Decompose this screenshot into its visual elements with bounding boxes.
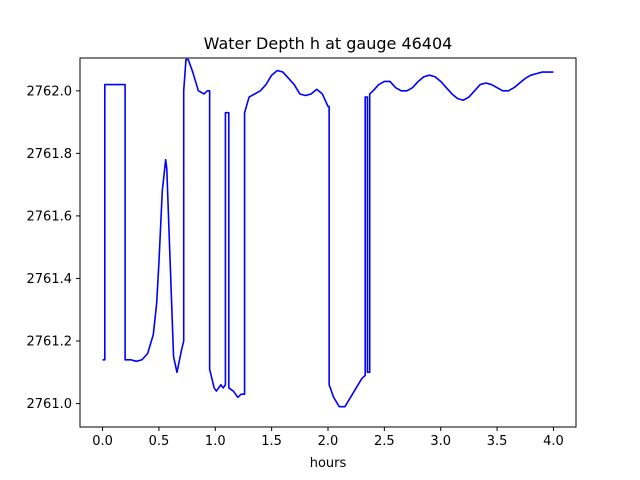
x-tick-label: 1.0 (205, 434, 226, 449)
y-axis: 2761.0 2761.2 2761.4 2761.6 2761.8 2762.0 (27, 84, 80, 412)
x-tick-label: 2.5 (374, 434, 395, 449)
x-axis: 0.0 0.5 1.0 1.5 2.0 2.5 3.0 3.5 4.0 (92, 427, 564, 449)
y-tick-label: 2762.0 (27, 84, 73, 99)
y-tick-label: 2761.6 (27, 209, 73, 224)
y-tick-label: 2761.2 (27, 335, 73, 350)
series-line (102, 58, 554, 408)
y-tick-label: 2761.4 (27, 272, 73, 287)
x-tick-label: 0.5 (149, 434, 170, 449)
x-tick-label: 2.0 (318, 434, 339, 449)
y-tick-label: 2761.0 (27, 397, 73, 412)
plot-area: 0.0 0.5 1.0 1.5 2.0 2.5 3.0 3.5 4.0 2761.0 2761.2… (27, 57, 577, 449)
x-tick-label: 3.0 (430, 434, 451, 449)
y-tick-label: 2761.8 (27, 147, 73, 162)
x-tick-label: 4.0 (543, 434, 564, 449)
x-axis-label: hours (310, 456, 347, 471)
x-tick-label: 0.0 (92, 434, 113, 449)
x-tick-label: 3.5 (487, 434, 508, 449)
x-tick-label: 1.5 (261, 434, 282, 449)
chart-title: Water Depth h at gauge 46404 (204, 34, 453, 53)
